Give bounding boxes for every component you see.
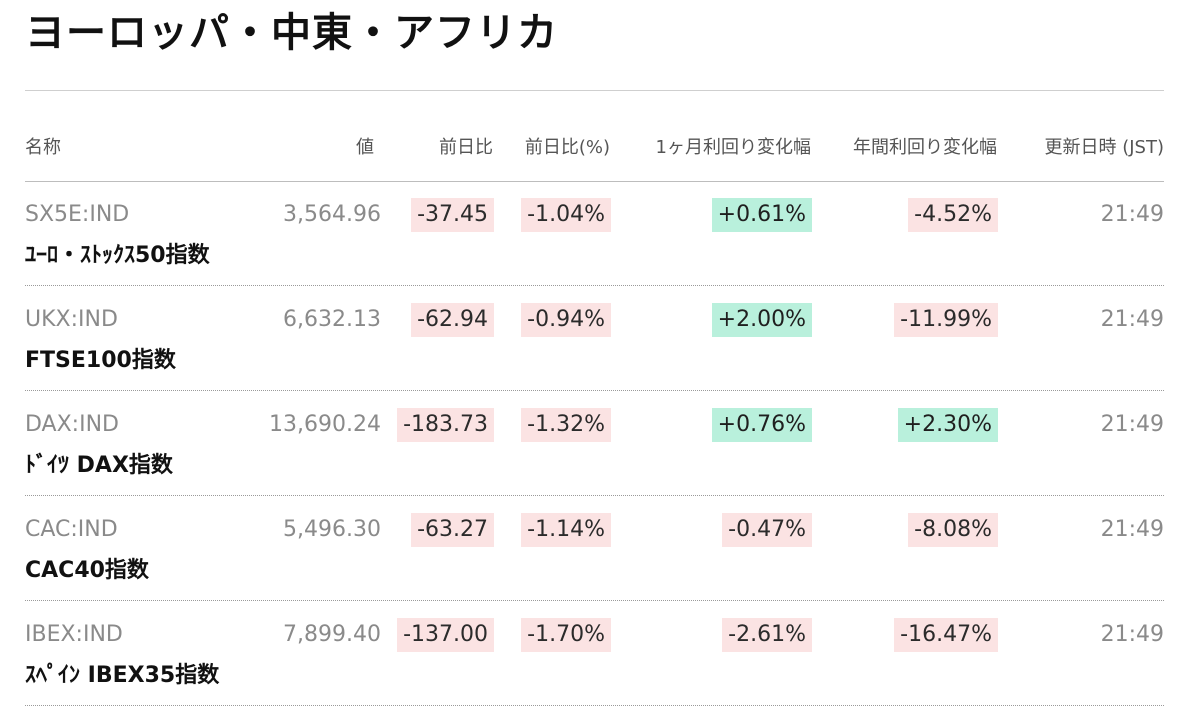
row-ticker-link[interactable]: CAC:IND: [25, 517, 118, 542]
header-divider: [25, 181, 1164, 182]
table-header: 名称 値 前日比 前日比(%) 1ヶ月利回り変化幅 年間利回り変化幅 更新日時 …: [25, 133, 1164, 159]
row-time: 21:49: [1100, 202, 1164, 227]
row-time: 21:49: [1100, 517, 1164, 542]
header-yield-1y: 年間利回り変化幅: [853, 137, 997, 158]
title-divider: [25, 90, 1164, 91]
row-value: 6,632.13: [283, 307, 381, 332]
row-value: 5,496.30: [283, 517, 381, 542]
table-row: UKX:IND FTSE100指数 6,632.13 -62.94 -0.94%…: [25, 287, 1164, 391]
row-ticker-link[interactable]: UKX:IND: [25, 307, 118, 332]
row-change-pct: -1.04%: [521, 198, 611, 232]
row-divider: [25, 600, 1164, 601]
header-change: 前日比: [439, 137, 493, 158]
row-time: 21:49: [1100, 307, 1164, 332]
row-yield-1y: -4.52%: [908, 198, 998, 232]
row-change: -183.73: [397, 408, 494, 442]
header-value: 値: [356, 137, 374, 158]
row-yield-1m: +2.00%: [711, 303, 812, 337]
table-row: DAX:IND ﾄﾞｲﾂ DAX指数 13,690.24 -183.73 -1.…: [25, 392, 1164, 496]
page-title: ヨーロッパ・中東・アフリカ: [25, 10, 558, 56]
row-change: -37.45: [411, 198, 494, 232]
row-ticker-link[interactable]: IBEX:IND: [25, 622, 123, 647]
row-name-link[interactable]: ﾕｰﾛ・ｽﾄｯｸｽ50指数: [25, 243, 210, 268]
row-change-pct: -1.14%: [521, 513, 611, 547]
header-yield-1m: 1ヶ月利回り変化幅: [655, 137, 811, 158]
row-change: -63.27: [411, 513, 494, 547]
row-yield-1m: -2.61%: [722, 618, 812, 652]
row-yield-1y: -11.99%: [894, 303, 998, 337]
row-yield-1y: -8.08%: [908, 513, 998, 547]
row-value: 3,564.96: [283, 202, 381, 227]
row-name-link[interactable]: ﾄﾞｲﾂ DAX指数: [25, 453, 173, 478]
row-change-pct: -0.94%: [521, 303, 611, 337]
row-name-link[interactable]: CAC40指数: [25, 558, 149, 583]
row-divider: [25, 285, 1164, 286]
row-name-link[interactable]: ｽﾍﾟｲﾝ IBEX35指数: [25, 663, 220, 688]
row-yield-1y: -16.47%: [894, 618, 998, 652]
header-updated: 更新日時 (JST): [1044, 137, 1165, 158]
row-divider: [25, 390, 1164, 391]
table-row: IBEX:IND ｽﾍﾟｲﾝ IBEX35指数 7,899.40 -137.00…: [25, 602, 1164, 706]
table-row: SX5E:IND ﾕｰﾛ・ｽﾄｯｸｽ50指数 3,564.96 -37.45 -…: [25, 182, 1164, 286]
row-change-pct: -1.70%: [521, 618, 611, 652]
row-yield-1m: -0.47%: [722, 513, 812, 547]
row-yield-1m: +0.76%: [711, 408, 812, 442]
row-divider: [25, 495, 1164, 496]
row-change: -62.94: [411, 303, 494, 337]
row-name-link[interactable]: FTSE100指数: [25, 348, 176, 373]
row-yield-1m: +0.61%: [711, 198, 812, 232]
row-divider: [25, 705, 1164, 706]
row-time: 21:49: [1100, 622, 1164, 647]
table-row: CAC:IND CAC40指数 5,496.30 -63.27 -1.14% -…: [25, 497, 1164, 601]
row-value: 7,899.40: [283, 622, 381, 647]
header-change-pct: 前日比(%): [524, 137, 610, 158]
row-ticker-link[interactable]: DAX:IND: [25, 412, 119, 437]
row-change: -137.00: [397, 618, 494, 652]
row-value: 13,690.24: [269, 412, 381, 437]
row-ticker-link[interactable]: SX5E:IND: [25, 202, 130, 227]
row-change-pct: -1.32%: [521, 408, 611, 442]
row-time: 21:49: [1100, 412, 1164, 437]
row-yield-1y: +2.30%: [897, 408, 998, 442]
header-name: 名称: [25, 137, 61, 158]
